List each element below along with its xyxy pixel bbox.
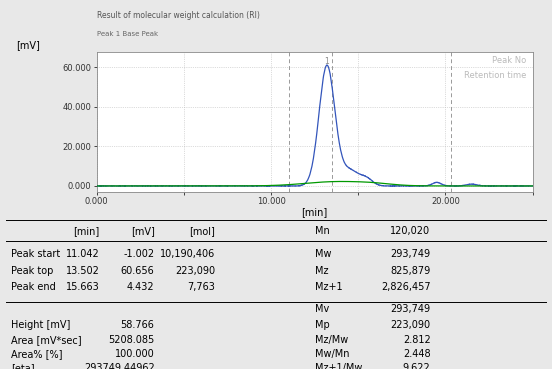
Text: [mV]: [mV]: [17, 40, 40, 50]
Text: Peak end: Peak end: [11, 282, 56, 292]
Text: 9.622: 9.622: [403, 363, 431, 369]
Text: 293,749: 293,749: [390, 249, 431, 259]
Text: 11.042: 11.042: [66, 249, 99, 259]
Text: 2.448: 2.448: [403, 349, 431, 359]
Text: Peak No: Peak No: [492, 56, 526, 65]
Text: 2,826,457: 2,826,457: [381, 282, 431, 292]
Text: [min]: [min]: [73, 226, 99, 236]
Text: Mw: Mw: [315, 249, 331, 259]
Text: 2.812: 2.812: [403, 335, 431, 345]
Text: [mol]: [mol]: [189, 226, 215, 236]
Text: 5208.085: 5208.085: [108, 335, 155, 345]
Text: [eta]: [eta]: [11, 363, 35, 369]
Text: Peak 1 Base Peak: Peak 1 Base Peak: [97, 31, 158, 37]
Text: 223,090: 223,090: [175, 266, 215, 276]
Text: Area% [%]: Area% [%]: [11, 349, 62, 359]
Text: 825,879: 825,879: [390, 266, 431, 276]
Text: Retention time: Retention time: [464, 71, 526, 80]
Text: Mw/Mn: Mw/Mn: [315, 349, 349, 359]
Text: 293749.44962: 293749.44962: [84, 363, 155, 369]
Text: 1: 1: [325, 56, 329, 66]
Text: 293,749: 293,749: [390, 304, 431, 314]
Text: 223,090: 223,090: [390, 320, 431, 330]
Text: Area [mV*sec]: Area [mV*sec]: [11, 335, 82, 345]
Text: 10,190,406: 10,190,406: [160, 249, 215, 259]
Text: Mn: Mn: [315, 226, 330, 236]
Text: Mp: Mp: [315, 320, 330, 330]
Text: [min]: [min]: [301, 207, 328, 217]
Text: 120,020: 120,020: [390, 226, 431, 236]
Text: 58.766: 58.766: [121, 320, 155, 330]
Text: 15.663: 15.663: [66, 282, 99, 292]
Text: Mz+1/Mw: Mz+1/Mw: [315, 363, 362, 369]
Text: Height [mV]: Height [mV]: [11, 320, 71, 330]
Text: Peak start: Peak start: [11, 249, 60, 259]
Text: 13.502: 13.502: [66, 266, 99, 276]
Text: 7,763: 7,763: [188, 282, 215, 292]
Text: 60.656: 60.656: [121, 266, 155, 276]
Text: Mz/Mw: Mz/Mw: [315, 335, 348, 345]
Text: Mz: Mz: [315, 266, 328, 276]
Text: Mv: Mv: [315, 304, 329, 314]
Text: 4.432: 4.432: [127, 282, 155, 292]
Text: Result of molecular weight calculation (RI): Result of molecular weight calculation (…: [97, 11, 259, 20]
Text: [mV]: [mV]: [131, 226, 155, 236]
Text: 100.000: 100.000: [115, 349, 155, 359]
Text: -1.002: -1.002: [124, 249, 155, 259]
Text: Peak top: Peak top: [11, 266, 54, 276]
Text: Mz+1: Mz+1: [315, 282, 342, 292]
